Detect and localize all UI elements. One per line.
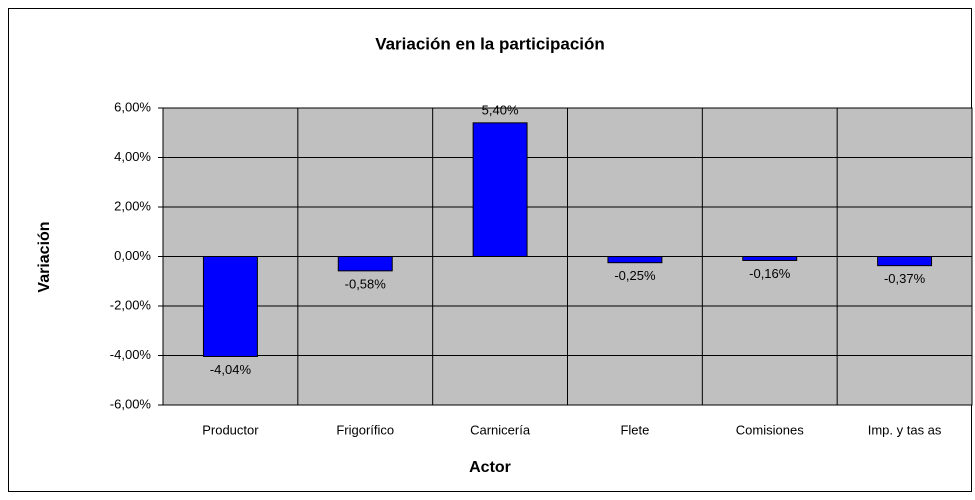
x-tick-label: Productor — [202, 422, 259, 437]
y-axis-title: Variación — [36, 221, 53, 292]
value-label: 5,40% — [482, 102, 519, 117]
value-label: -0,37% — [884, 271, 926, 286]
x-tick-label: Comisiones — [736, 422, 804, 437]
value-label: -4,04% — [210, 362, 252, 377]
x-tick-label: Frigorífico — [336, 422, 394, 437]
y-tick-label: 6,00% — [114, 99, 151, 114]
bar — [742, 256, 798, 261]
value-label: -0,58% — [345, 276, 387, 291]
x-tick-label: Carnicería — [470, 422, 531, 437]
y-tick-label: -2,00% — [110, 297, 152, 312]
value-label: -0,25% — [614, 268, 656, 283]
bar — [337, 256, 393, 272]
y-tick-label: 2,00% — [114, 198, 151, 213]
y-tick-label: -6,00% — [110, 396, 152, 411]
value-label: -0,16% — [749, 266, 791, 281]
y-tick-label: 4,00% — [114, 149, 151, 164]
bar — [877, 256, 933, 267]
chart-title: Variación en la participación — [375, 34, 605, 53]
x-tick-label: Flete — [620, 422, 649, 437]
bar — [607, 256, 663, 264]
y-tick-label: -4,00% — [110, 347, 152, 362]
bar — [202, 256, 258, 357]
x-tick-label: Imp. y tas as — [868, 422, 942, 437]
bar — [472, 122, 528, 257]
x-axis-title: Actor — [469, 459, 511, 476]
y-tick-label: 0,00% — [114, 248, 151, 263]
